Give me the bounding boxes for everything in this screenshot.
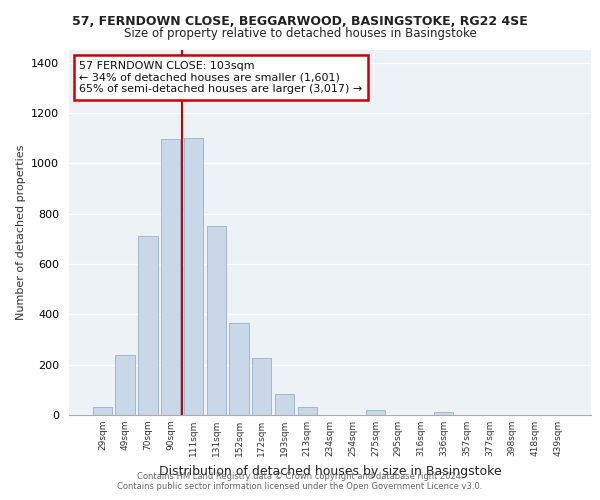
Bar xyxy=(275,394,294,415)
Bar xyxy=(206,226,226,415)
Bar xyxy=(252,358,271,415)
Text: Size of property relative to detached houses in Basingstoke: Size of property relative to detached ho… xyxy=(124,28,476,40)
Text: 57 FERNDOWN CLOSE: 103sqm
← 34% of detached houses are smaller (1,601)
65% of se: 57 FERNDOWN CLOSE: 103sqm ← 34% of detac… xyxy=(79,61,362,94)
Y-axis label: Number of detached properties: Number of detached properties xyxy=(16,145,26,320)
Text: Contains public sector information licensed under the Open Government Licence v3: Contains public sector information licen… xyxy=(118,482,482,491)
Bar xyxy=(138,236,158,415)
Bar xyxy=(229,323,248,415)
Bar xyxy=(115,354,135,415)
Bar xyxy=(298,408,317,415)
Bar xyxy=(161,140,181,415)
Text: Contains HM Land Registry data © Crown copyright and database right 2024.: Contains HM Land Registry data © Crown c… xyxy=(137,472,463,481)
Bar xyxy=(366,410,385,415)
Bar xyxy=(93,408,112,415)
Text: 57, FERNDOWN CLOSE, BEGGARWOOD, BASINGSTOKE, RG22 4SE: 57, FERNDOWN CLOSE, BEGGARWOOD, BASINGST… xyxy=(72,15,528,28)
Bar xyxy=(434,412,454,415)
Bar xyxy=(184,138,203,415)
X-axis label: Distribution of detached houses by size in Basingstoke: Distribution of detached houses by size … xyxy=(158,464,502,477)
